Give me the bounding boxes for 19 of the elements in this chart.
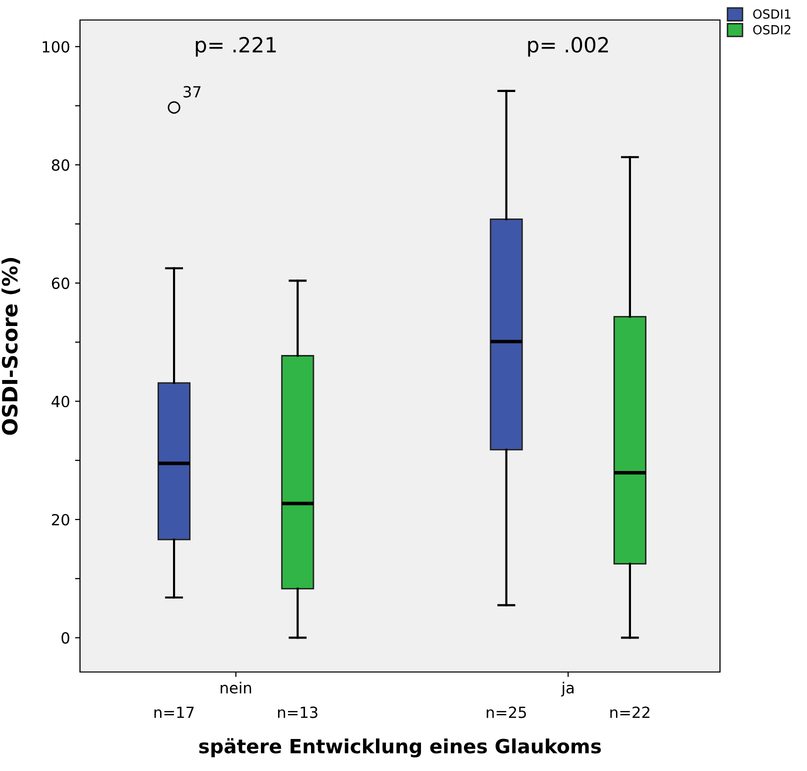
x-tick-label: ja (561, 682, 574, 697)
annotation: p= .221 (196, 36, 276, 57)
text: n=25 (486, 706, 526, 718)
legend-label: OSDI2 (753, 25, 790, 34)
y-tick-label: 40 (52, 396, 70, 408)
y-axis-title: OSDI-Score (%) (2, 258, 20, 435)
text: n=13 (278, 706, 318, 718)
y-tick-label: 0 (62, 632, 70, 644)
text: n=17 (154, 706, 194, 718)
y-tick-label: 60 (52, 278, 70, 290)
y-tick-label: 80 (52, 159, 70, 171)
y-tick-label: 20 (52, 514, 70, 526)
x-tick-label: nein (220, 682, 252, 694)
y-tick-label: 100 (42, 41, 70, 53)
annotation: p= .002 (528, 36, 608, 57)
text: n=22 (610, 706, 650, 718)
legend-label: OSDI1 (753, 9, 790, 19)
x-axis-title: spätere Entwicklung eines Glaukoms (199, 738, 601, 758)
annotation: 37 (184, 86, 201, 98)
